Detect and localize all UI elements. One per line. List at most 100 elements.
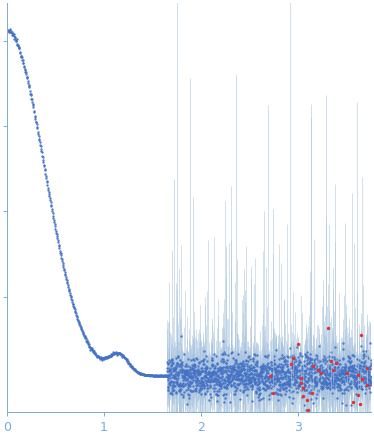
Point [180, 359, 186, 366]
Point [206, 370, 212, 377]
Point [269, 377, 275, 384]
Point [317, 368, 323, 375]
Point [194, 382, 200, 388]
Point [199, 382, 205, 388]
Point [169, 381, 175, 388]
Point [116, 350, 122, 357]
Point [233, 361, 239, 368]
Point [128, 363, 134, 370]
Point [152, 372, 158, 379]
Point [308, 387, 314, 394]
Point [189, 388, 195, 395]
Point [220, 355, 226, 362]
Point [63, 274, 69, 281]
Point [211, 367, 217, 374]
Point [170, 371, 176, 378]
Point [255, 381, 261, 388]
Point [191, 372, 197, 379]
Point [361, 369, 367, 376]
Point [363, 379, 369, 386]
Point [215, 379, 221, 386]
Point [303, 353, 309, 360]
Point [360, 347, 366, 354]
Point [202, 373, 208, 380]
Point [201, 356, 207, 363]
Point [208, 372, 214, 379]
Point [212, 385, 218, 392]
Point [245, 358, 251, 365]
Point [38, 145, 44, 152]
Point [362, 378, 368, 385]
Point [30, 102, 36, 109]
Point [199, 368, 205, 375]
Point [197, 386, 203, 393]
Point [183, 363, 189, 370]
Point [319, 367, 325, 374]
Point [367, 366, 373, 373]
Point [28, 95, 34, 102]
Point [160, 372, 166, 379]
Point [237, 364, 243, 371]
Point [169, 356, 175, 363]
Point [147, 372, 153, 379]
Point [282, 372, 288, 379]
Point [350, 372, 356, 379]
Point [344, 373, 350, 380]
Point [146, 371, 152, 378]
Point [131, 365, 137, 372]
Point [292, 367, 298, 374]
Point [261, 380, 267, 387]
Point [177, 382, 183, 389]
Point [307, 357, 313, 364]
Point [202, 377, 208, 384]
Point [237, 377, 243, 384]
Point [272, 364, 278, 371]
Point [185, 363, 191, 370]
Point [264, 362, 270, 369]
Point [267, 364, 273, 371]
Point [173, 355, 179, 362]
Point [330, 374, 336, 381]
Point [176, 386, 182, 393]
Point [251, 379, 257, 386]
Point [105, 353, 111, 360]
Point [332, 376, 338, 383]
Point [244, 368, 250, 375]
Point [319, 369, 325, 376]
Point [257, 379, 263, 386]
Point [222, 378, 228, 385]
Point [217, 366, 223, 373]
Point [336, 384, 342, 391]
Point [175, 374, 181, 381]
Point [188, 374, 194, 381]
Point [80, 330, 86, 337]
Point [335, 380, 341, 387]
Point [297, 372, 303, 379]
Point [238, 360, 244, 367]
Point [190, 374, 196, 381]
Point [151, 372, 157, 379]
Point [221, 391, 227, 398]
Point [365, 377, 371, 384]
Point [229, 363, 235, 370]
Point [342, 385, 348, 392]
Point [65, 282, 71, 289]
Point [362, 362, 368, 369]
Point [205, 385, 211, 392]
Point [40, 159, 46, 166]
Point [210, 378, 216, 385]
Point [196, 369, 202, 376]
Point [251, 375, 257, 382]
Point [335, 363, 341, 370]
Point [186, 391, 192, 398]
Point [275, 362, 281, 369]
Point [257, 373, 263, 380]
Point [361, 360, 367, 367]
Point [295, 361, 301, 368]
Point [340, 356, 346, 363]
Point [249, 384, 255, 391]
Point [92, 349, 98, 356]
Point [12, 37, 18, 44]
Point [342, 370, 348, 377]
Point [306, 371, 312, 378]
